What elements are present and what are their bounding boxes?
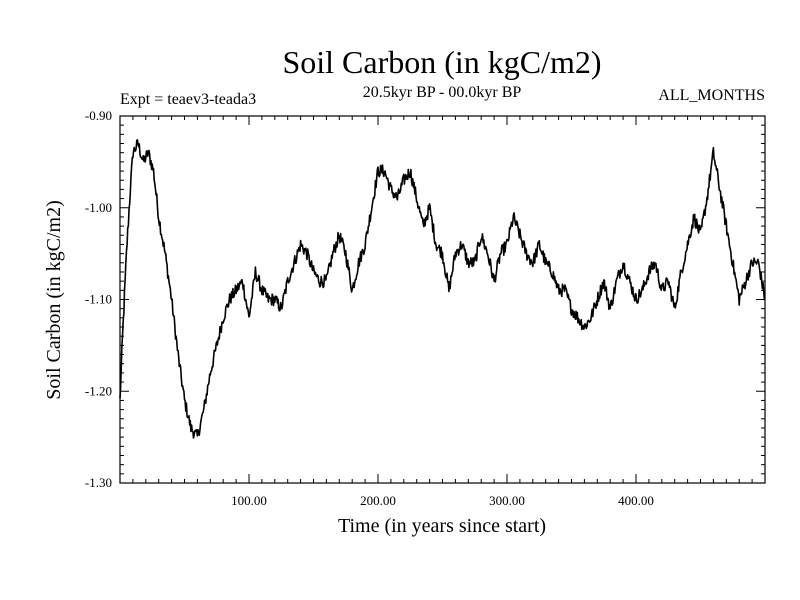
y-tick-label: -1.00 [85, 200, 112, 215]
months-label: ALL_MONTHS [658, 87, 765, 104]
y-tick-label: -1.10 [85, 292, 112, 307]
axis-tick-labels: 100.00 200.00 300.00 400.00 -0.90 -1.00 -1.10 -… [85, 108, 654, 508]
x-tick-label: 400.00 [618, 493, 654, 508]
chart-title: Soil Carbon (in kgC/m2) [282, 44, 601, 80]
series-line-soil-carbon [119, 139, 766, 439]
y-tick-label: -0.90 [85, 108, 112, 123]
y-axis-label: Soil Carbon (in kgC/m2) [43, 200, 65, 399]
y-tick-label: -1.20 [85, 383, 112, 398]
x-tick-label: 200.00 [360, 493, 396, 508]
x-tick-label: 300.00 [489, 493, 525, 508]
y-tick-label: -1.30 [85, 475, 112, 490]
plot-frame [119, 115, 766, 484]
experiment-label: Expt = teaev3-teada3 [120, 91, 256, 108]
x-axis-label: Time (in years since start) [338, 515, 546, 537]
series-group [119, 139, 766, 439]
chart-subtitle: 20.5kyr BP - 00.0kyr BP [363, 84, 522, 101]
x-tick-label: 100.00 [231, 493, 267, 508]
